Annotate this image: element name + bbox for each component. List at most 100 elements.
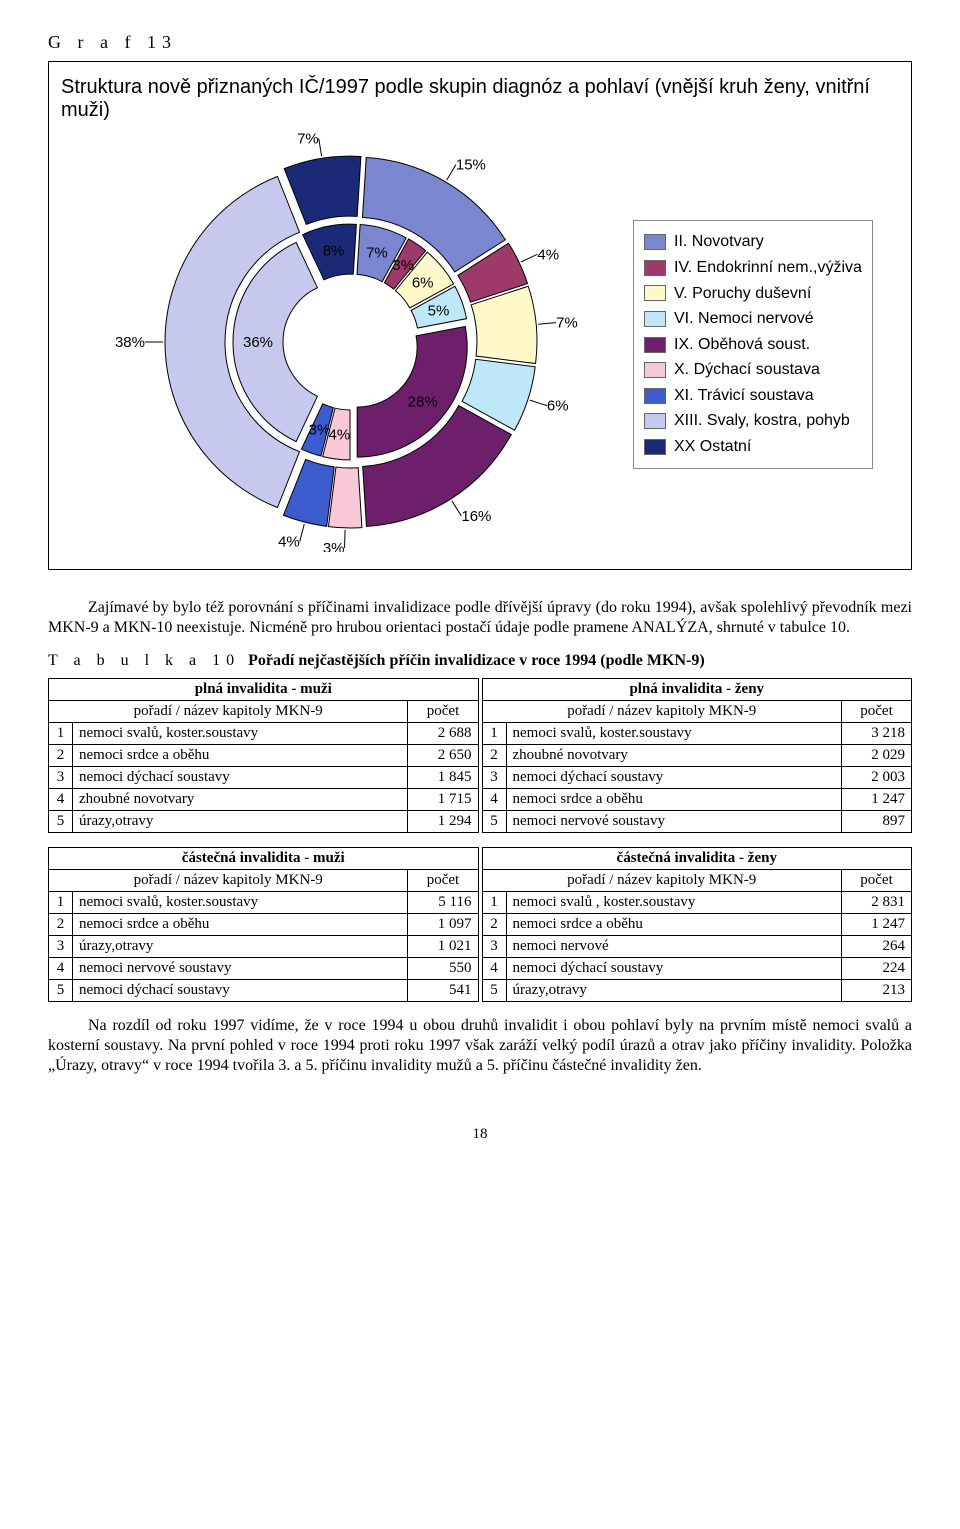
- table-group-left: plná invalidita - muži: [49, 679, 479, 701]
- chart-container: Struktura nově přiznaných IČ/1997 podle …: [48, 61, 912, 570]
- legend-swatch: [644, 260, 666, 276]
- inner-ring-pct-label: 8%: [323, 243, 345, 260]
- legend-label: IX. Oběhová soust.: [674, 332, 810, 358]
- cell-count: 264: [841, 936, 911, 958]
- cell-name: nemoci dýchací soustavy: [506, 767, 842, 789]
- cell-count: 2 688: [408, 723, 478, 745]
- page-number: 18: [48, 1126, 912, 1143]
- table-group-left: částečná invalidita - muži: [49, 848, 479, 870]
- legend-item: XX Ostatní: [644, 434, 862, 460]
- outer-ring-pct-label: 6%: [547, 398, 569, 415]
- cell-name: nemoci srdce a oběhu: [506, 789, 842, 811]
- cell-name: nemoci nervové soustavy: [73, 958, 408, 980]
- cell-count: 224: [841, 958, 911, 980]
- legend-swatch: [644, 362, 666, 378]
- cell-rank: 2: [482, 914, 506, 936]
- cell-rank: 2: [49, 914, 73, 936]
- legend-swatch: [644, 388, 666, 404]
- table-row: 5 úrazy,otravy 1 294 5 nemoci nervové so…: [49, 811, 912, 833]
- legend-item: IV. Endokrinní nem.,výživa: [644, 255, 862, 281]
- cell-rank: 3: [49, 936, 73, 958]
- cell-count: 897: [842, 811, 912, 833]
- table-row: 5 nemoci dýchací soustavy 541 5 úrazy,ot…: [49, 980, 912, 1002]
- cell-count: 1 247: [842, 789, 912, 811]
- table-row: 4 nemoci nervové soustavy 550 4 nemoci d…: [49, 958, 912, 980]
- legend-swatch: [644, 413, 666, 429]
- table-col-hdr: pořadí / název kapitoly MKN-9: [482, 870, 841, 892]
- cell-count: 1 247: [841, 914, 911, 936]
- outer-ring-pct-label: 7%: [556, 315, 578, 332]
- legend-swatch: [644, 439, 666, 455]
- cell-rank: 5: [482, 980, 506, 1002]
- outer-ring-pct-label: 16%: [461, 508, 491, 525]
- legend-swatch: [644, 337, 666, 353]
- table-row: 3 nemoci dýchací soustavy 1 845 3 nemoci…: [49, 767, 912, 789]
- legend-item: IX. Oběhová soust.: [644, 332, 862, 358]
- cell-rank: 1: [49, 723, 73, 745]
- cell-name: nemoci dýchací soustavy: [73, 980, 408, 1002]
- table-row: 2 nemoci srdce a oběhu 1 097 2 nemoci sr…: [49, 914, 912, 936]
- legend-item: VI. Nemoci nervové: [644, 306, 862, 332]
- cell-rank: 1: [49, 892, 73, 914]
- cell-name: nemoci svalů , koster.soustavy: [506, 892, 841, 914]
- table-col-hdr: pořadí / název kapitoly MKN-9: [49, 701, 408, 723]
- cell-count: 2 029: [842, 745, 912, 767]
- cell-rank: 5: [49, 980, 73, 1002]
- cell-name: nemoci svalů, koster.soustavy: [73, 892, 408, 914]
- table-caption-prefix: T a b u l k a 10: [48, 652, 240, 669]
- cell-rank: 1: [482, 892, 506, 914]
- table-col-hdr: počet: [842, 701, 912, 723]
- table-col-hdr: pořadí / název kapitoly MKN-9: [482, 701, 842, 723]
- legend-item: V. Poruchy duševní: [644, 281, 862, 307]
- cell-count: 5 116: [408, 892, 478, 914]
- cell-count: 1 021: [408, 936, 478, 958]
- cell-count: 3 218: [842, 723, 912, 745]
- cell-name: úrazy,otravy: [73, 811, 408, 833]
- legend-item: II. Novotvary: [644, 229, 862, 255]
- graf-number: G r a f 13: [48, 32, 912, 53]
- cell-name: nemoci nervové: [506, 936, 841, 958]
- body-paragraph-2: Na rozdíl od roku 1997 vidíme, že v roce…: [48, 1016, 912, 1076]
- table-group-right: částečná invalidita - ženy: [482, 848, 912, 870]
- cell-name: nemoci svalů, koster.soustavy: [506, 723, 842, 745]
- inner-ring-pct-label: 4%: [329, 426, 351, 443]
- table-row: 3 úrazy,otravy 1 021 3 nemoci nervové 26…: [49, 936, 912, 958]
- chart-legend: II. NovotvaryIV. Endokrinní nem.,výživaV…: [633, 220, 873, 468]
- table-col-hdr: počet: [408, 870, 478, 892]
- legend-swatch: [644, 311, 666, 327]
- tables-container: plná invalidita - muži plná invalidita -…: [48, 678, 912, 1002]
- table-row: 1 nemoci svalů, koster.soustavy 2 688 1 …: [49, 723, 912, 745]
- cell-count: 550: [408, 958, 478, 980]
- inner-ring-pct-label: 28%: [408, 393, 438, 410]
- outer-ring-pct-label: 7%: [297, 132, 319, 148]
- cell-name: nemoci nervové soustavy: [506, 811, 842, 833]
- cell-count: 213: [841, 980, 911, 1002]
- cell-name: nemoci srdce a oběhu: [73, 745, 408, 767]
- legend-item: X. Dýchací soustava: [644, 357, 862, 383]
- table-caption: T a b u l k a 10 Pořadí nejčastějších př…: [48, 652, 912, 670]
- legend-label: XI. Trávicí soustava: [674, 383, 814, 409]
- nested-pie-chart: 7%3%6%5%28%4%3%36%8%15%4%7%6%16%3%4%38%7…: [61, 132, 621, 557]
- cell-name: zhoubné novotvary: [73, 789, 408, 811]
- cell-count: 2 003: [842, 767, 912, 789]
- inner-ring-pct-label: 5%: [428, 302, 450, 319]
- cell-rank: 4: [49, 958, 73, 980]
- cell-rank: 5: [482, 811, 506, 833]
- cell-name: nemoci srdce a oběhu: [73, 914, 408, 936]
- cell-rank: 1: [482, 723, 506, 745]
- inner-ring-pct-label: 36%: [243, 334, 273, 351]
- cell-count: 541: [408, 980, 478, 1002]
- cell-rank: 2: [49, 745, 73, 767]
- legend-item: XI. Trávicí soustava: [644, 383, 862, 409]
- inner-ring-pct-label: 7%: [366, 245, 388, 262]
- cell-rank: 2: [482, 745, 506, 767]
- cell-count: 2 650: [408, 745, 478, 767]
- cell-rank: 3: [482, 936, 506, 958]
- cell-rank: 3: [482, 767, 506, 789]
- cell-name: nemoci dýchací soustavy: [73, 767, 408, 789]
- cell-name: zhoubné novotvary: [506, 745, 842, 767]
- cell-rank: 4: [482, 789, 506, 811]
- cell-rank: 3: [49, 767, 73, 789]
- inner-ring-pct-label: 6%: [412, 275, 434, 292]
- cell-count: 1 097: [408, 914, 478, 936]
